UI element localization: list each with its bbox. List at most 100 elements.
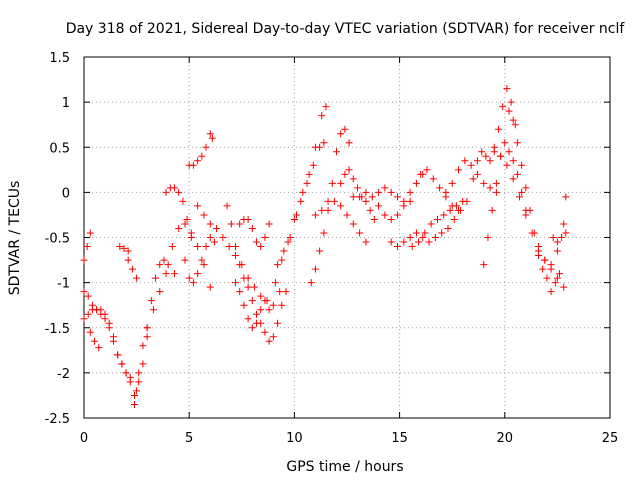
data-point <box>518 188 526 196</box>
x-tick-label: 20 <box>497 431 514 446</box>
data-point <box>499 103 507 111</box>
data-point <box>183 215 191 223</box>
data-point <box>286 234 294 241</box>
data-point <box>261 234 269 241</box>
data-point <box>415 238 423 246</box>
data-point <box>135 369 143 377</box>
data-point <box>124 247 132 255</box>
data-point <box>168 243 176 251</box>
data-point <box>124 256 132 264</box>
data-point <box>231 279 239 287</box>
data-point <box>170 270 178 278</box>
data-point <box>244 315 252 323</box>
data-point <box>116 243 124 251</box>
series-arc-13 <box>223 202 290 345</box>
data-point <box>225 243 233 251</box>
data-point <box>170 184 178 192</box>
data-point <box>83 243 91 251</box>
data-point <box>324 197 332 205</box>
data-point <box>219 234 227 241</box>
data-point <box>562 229 570 237</box>
data-point <box>181 256 189 264</box>
data-point <box>206 220 214 228</box>
data-point <box>320 139 328 147</box>
data-point <box>194 157 202 165</box>
data-points <box>80 85 570 408</box>
data-point <box>156 288 164 296</box>
series-arc-8 <box>143 220 214 332</box>
data-point <box>120 244 128 252</box>
data-point <box>332 148 340 156</box>
data-point <box>210 238 218 246</box>
data-point <box>400 197 408 205</box>
data-point <box>118 360 126 368</box>
data-point <box>370 215 378 223</box>
y-tick-label: 0.5 <box>49 141 70 156</box>
data-point <box>80 315 88 323</box>
data-point <box>341 125 349 133</box>
data-point <box>526 206 534 214</box>
data-point <box>484 234 492 241</box>
series-arc-28 <box>480 139 530 269</box>
data-point <box>387 215 395 223</box>
data-point <box>97 310 105 318</box>
data-point <box>356 193 364 201</box>
series-arc-12 <box>194 202 284 309</box>
series-arc-32 <box>549 229 570 246</box>
data-point <box>501 139 509 147</box>
data-point <box>181 220 189 228</box>
data-point <box>202 243 210 251</box>
data-point <box>549 234 557 241</box>
data-point <box>303 179 311 187</box>
x-tick-label: 10 <box>286 431 303 446</box>
series-arc-18 <box>307 125 353 287</box>
data-point <box>541 256 549 264</box>
data-point <box>473 170 481 178</box>
data-point <box>560 283 568 291</box>
data-point <box>274 261 282 269</box>
data-point <box>433 215 441 223</box>
data-point <box>513 139 521 147</box>
data-point <box>114 351 122 359</box>
data-point <box>253 319 261 327</box>
data-point <box>133 387 141 395</box>
data-point <box>280 247 288 255</box>
data-point <box>406 234 414 241</box>
data-point <box>130 391 138 399</box>
grid-lines <box>84 57 610 418</box>
series-arc-25 <box>417 166 463 214</box>
data-point <box>354 184 362 192</box>
y-tick-label: 1 <box>62 96 70 111</box>
data-point <box>455 206 463 214</box>
series-arc-11 <box>185 130 216 169</box>
data-point <box>175 224 183 232</box>
series-arc-31 <box>534 193 570 269</box>
data-point <box>236 261 244 269</box>
series-arc-10 <box>181 234 218 287</box>
data-point <box>393 193 401 201</box>
data-point <box>324 206 332 214</box>
data-point <box>86 328 94 336</box>
data-point <box>269 301 277 309</box>
data-point <box>553 247 561 255</box>
series-arc-6 <box>124 256 141 282</box>
data-point <box>551 279 559 287</box>
data-point <box>248 297 256 305</box>
data-point <box>95 344 103 352</box>
data-point <box>393 243 401 251</box>
data-point <box>440 211 448 219</box>
data-point <box>253 238 261 246</box>
series-arc-15 <box>236 215 273 251</box>
y-tick-label: -2.5 <box>45 412 70 427</box>
data-point <box>143 333 151 341</box>
data-point <box>362 188 370 196</box>
y-tick-label: -1 <box>57 277 70 292</box>
y-tick-label: 1.5 <box>49 51 70 66</box>
data-point <box>128 265 136 273</box>
data-point <box>311 143 319 151</box>
data-point <box>80 256 88 264</box>
data-point <box>553 238 561 246</box>
data-point <box>160 256 168 264</box>
data-point <box>290 215 298 223</box>
